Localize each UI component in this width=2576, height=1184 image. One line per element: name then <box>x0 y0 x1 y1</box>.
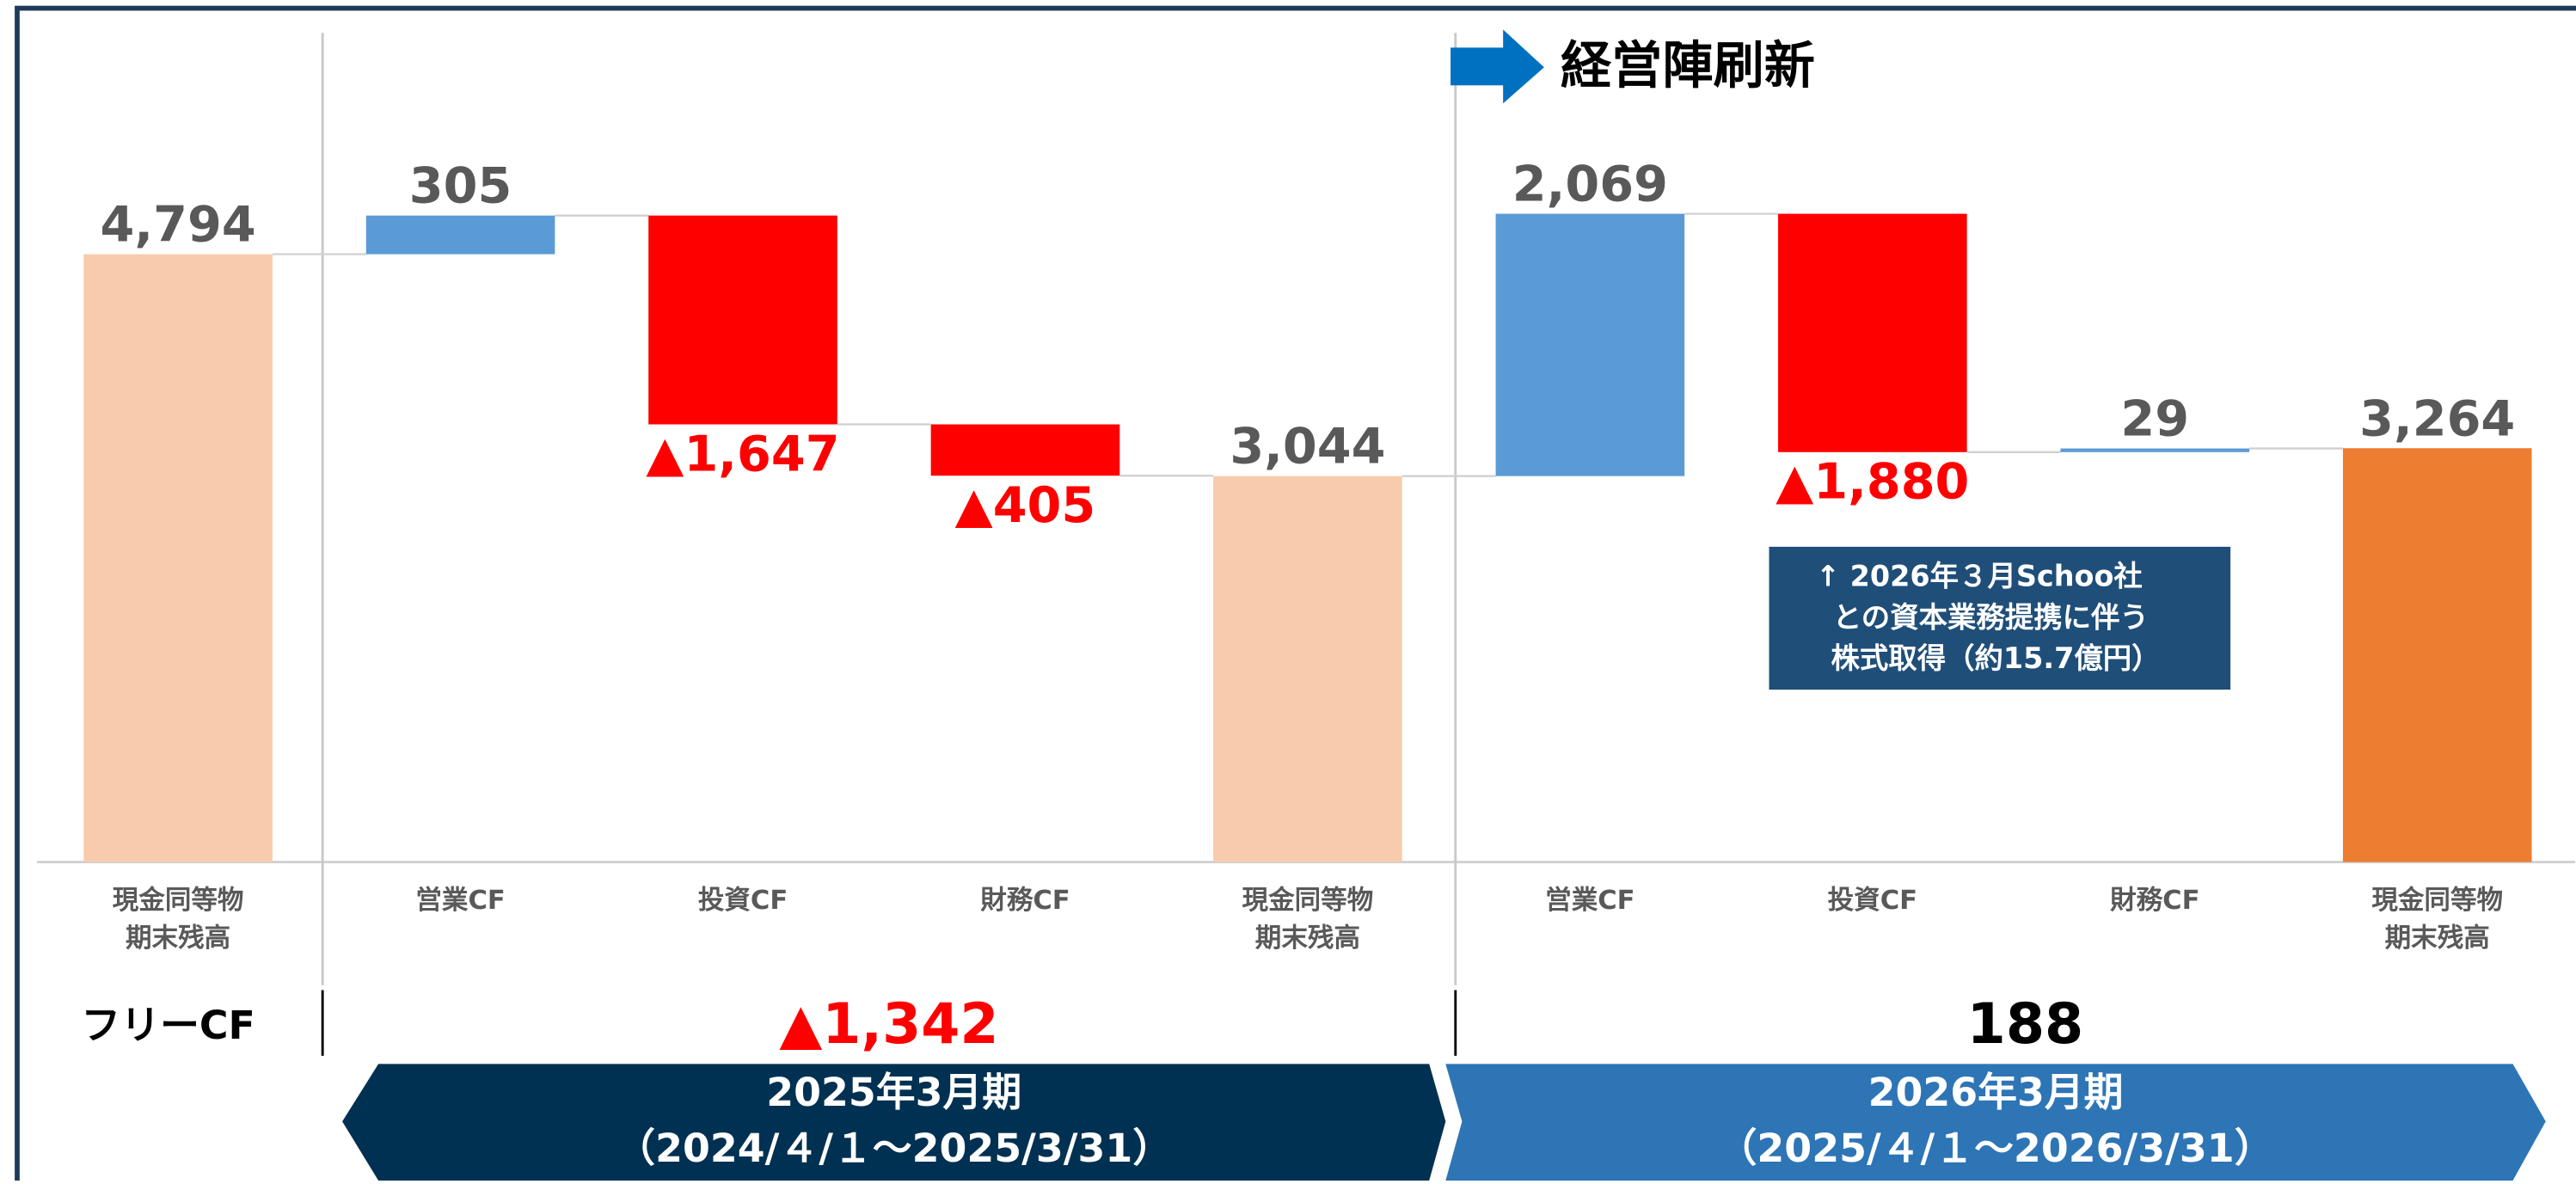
bar <box>1495 213 1685 476</box>
bar <box>1213 475 1402 862</box>
x-tick-label: 現金同等物 <box>1242 885 1374 916</box>
value-label: 3,044 <box>1230 418 1385 475</box>
frame <box>15 5 2576 1184</box>
x-tick-label: 営業CF <box>415 886 505 916</box>
x-tick-label: 投資CF <box>1828 886 1917 916</box>
bar <box>365 215 555 255</box>
free-cf-value: ▲1,342 <box>779 992 998 1057</box>
value-label: ▲405 <box>955 476 1096 534</box>
x-tick-label: 期末残高 <box>1255 923 1360 954</box>
value-label: 3,264 <box>2359 390 2515 447</box>
value-label: ▲1,647 <box>646 425 839 482</box>
bar <box>83 254 273 862</box>
x-tick-label: 期末残高 <box>2385 923 2490 954</box>
value-label: ▲1,880 <box>1776 453 1969 511</box>
note-text: 株式取得（約15.7億円） <box>1831 641 2160 675</box>
value-label: 2,069 <box>1512 156 1668 213</box>
period-range: （2024/４/１～2025/3/31） <box>616 1125 1172 1171</box>
bar <box>648 215 837 425</box>
note-box <box>1769 546 2231 690</box>
period-range: （2025/４/１～2026/3/31） <box>1718 1125 2274 1171</box>
value-label: 4,794 <box>101 196 256 254</box>
value-label: 29 <box>2120 390 2189 448</box>
free-cf-label: フリーCF <box>81 1002 255 1048</box>
free-cf-value: 188 <box>1967 992 2084 1057</box>
period-banner <box>342 1064 1446 1181</box>
x-tick-label: 現金同等物 <box>113 885 244 916</box>
note-text: との資本業務提携に伴う <box>1833 600 2149 634</box>
period-title: 2025年3月期 <box>766 1069 1021 1115</box>
period-banner <box>1445 1064 2546 1181</box>
x-tick-label: 期末残高 <box>126 923 230 954</box>
note-text: ↑ 2026年３月Schoo社 <box>1816 560 2143 593</box>
x-tick-label: 財務CF <box>2110 885 2199 916</box>
arrow-icon <box>1451 29 1544 104</box>
value-label: 305 <box>409 157 512 215</box>
annotation: 経営陣刷新 <box>1561 35 1815 95</box>
x-tick-label: 投資CF <box>698 886 788 916</box>
period-title: 2026年3月期 <box>1868 1069 2124 1115</box>
x-tick-label: 財務CF <box>980 885 1070 916</box>
bar <box>930 424 1120 476</box>
bar <box>1778 213 1967 452</box>
bar <box>2342 448 2532 862</box>
bar <box>2060 448 2250 452</box>
x-tick-label: 現金同等物 <box>2371 885 2503 916</box>
x-tick-label: 営業CF <box>1545 886 1635 916</box>
